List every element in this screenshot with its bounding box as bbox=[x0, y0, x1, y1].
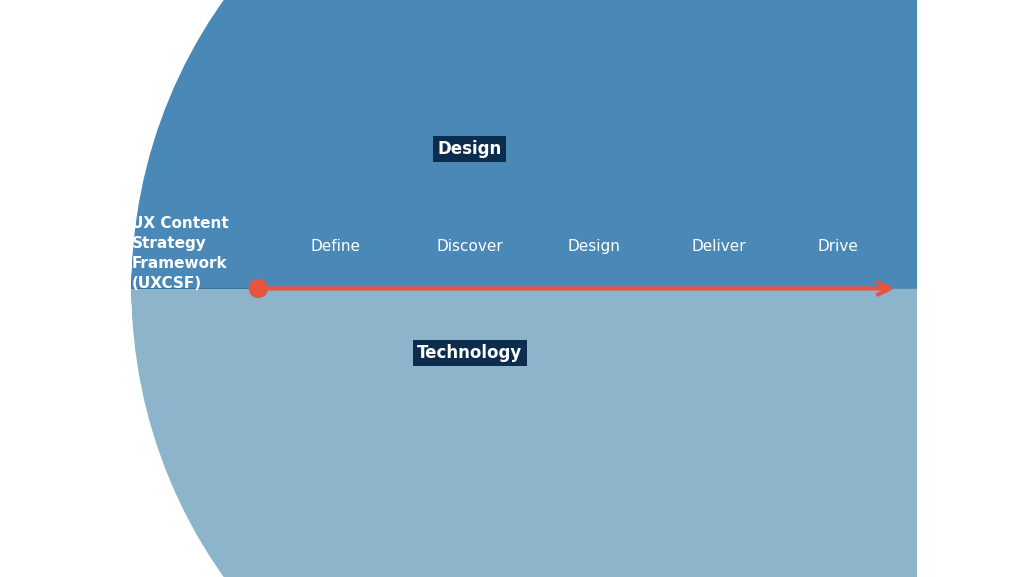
Wedge shape bbox=[131, 288, 649, 547]
Wedge shape bbox=[131, 288, 798, 577]
Wedge shape bbox=[131, 30, 649, 288]
Text: Define: Define bbox=[310, 239, 360, 254]
Text: Technology: Technology bbox=[417, 344, 522, 362]
Text: Design: Design bbox=[567, 239, 621, 254]
Text: Drive: Drive bbox=[817, 239, 858, 254]
Wedge shape bbox=[131, 0, 947, 288]
Wedge shape bbox=[131, 288, 947, 577]
Wedge shape bbox=[136, 110, 495, 288]
Wedge shape bbox=[131, 0, 1024, 288]
Wedge shape bbox=[136, 288, 495, 467]
Wedge shape bbox=[131, 288, 1024, 577]
Circle shape bbox=[250, 279, 267, 298]
Text: UX Content
Strategy
Framework
(UXCSF): UX Content Strategy Framework (UXCSF) bbox=[131, 216, 229, 291]
Wedge shape bbox=[131, 0, 798, 288]
Text: Discover: Discover bbox=[436, 239, 503, 254]
Text: Design: Design bbox=[437, 140, 502, 158]
Text: Deliver: Deliver bbox=[691, 239, 745, 254]
